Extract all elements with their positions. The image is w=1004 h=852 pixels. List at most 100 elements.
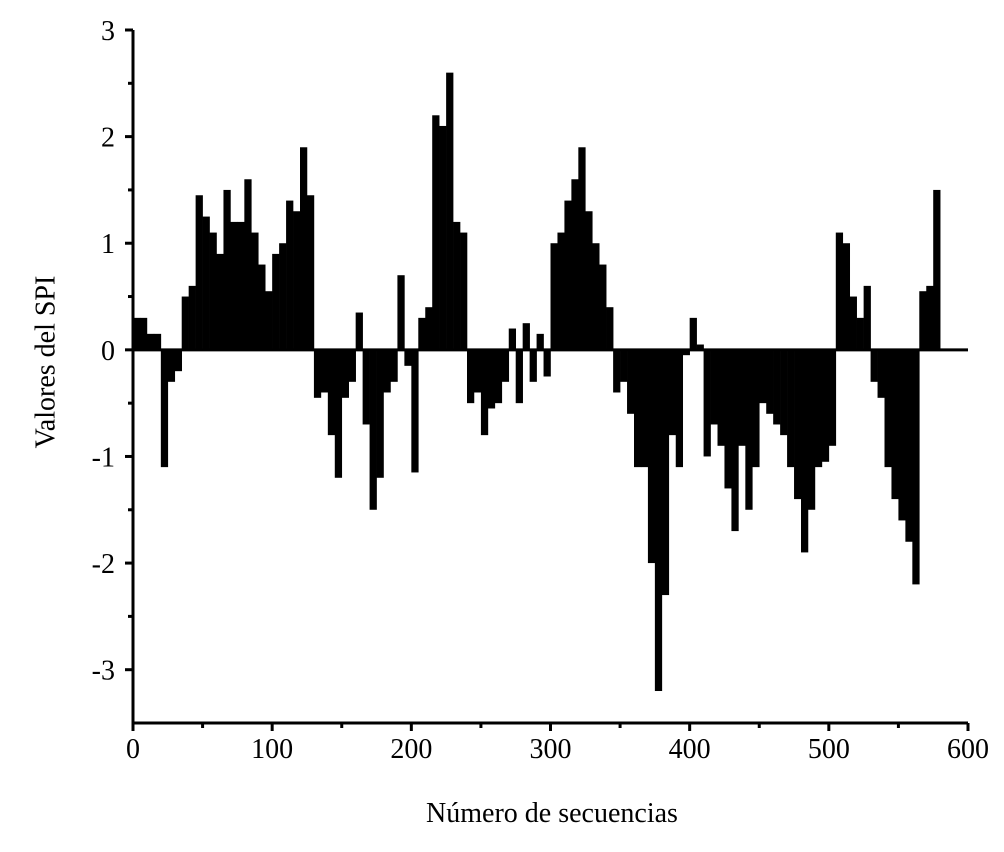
bar — [661, 349, 670, 596]
bar — [828, 349, 837, 446]
bar — [801, 349, 809, 553]
bar — [884, 349, 892, 468]
bar — [334, 349, 343, 478]
bar — [494, 349, 503, 404]
y-tick-label: 0 — [101, 336, 115, 367]
bar — [223, 189, 231, 350]
bar — [787, 349, 795, 468]
bar — [188, 285, 196, 350]
bar — [293, 211, 301, 350]
bar — [404, 349, 412, 366]
bar — [202, 216, 210, 350]
bar — [654, 349, 663, 692]
bar — [807, 349, 816, 510]
bar — [480, 349, 489, 436]
bar — [327, 349, 336, 436]
bar — [418, 317, 426, 350]
bar — [383, 349, 391, 393]
bar — [390, 349, 398, 382]
bar — [272, 253, 280, 350]
bar — [766, 349, 774, 414]
bar — [362, 349, 370, 425]
bar — [912, 349, 920, 585]
bar — [153, 333, 162, 350]
bar — [780, 349, 788, 436]
bar — [146, 333, 155, 350]
bar — [870, 349, 878, 382]
bar — [627, 349, 635, 414]
bar — [251, 232, 259, 350]
bar — [592, 243, 600, 350]
x-tick-label: 400 — [669, 734, 711, 765]
bar — [849, 296, 857, 350]
bar — [376, 349, 384, 478]
bar — [425, 307, 433, 350]
bar — [557, 232, 565, 350]
bar — [745, 349, 753, 510]
bar — [139, 317, 148, 350]
x-tick-label: 100 — [251, 734, 293, 765]
bar — [522, 323, 530, 350]
bar — [515, 349, 523, 404]
bar — [487, 349, 496, 409]
bar — [724, 349, 732, 489]
bar — [926, 285, 934, 350]
bar — [265, 291, 273, 350]
bar — [794, 349, 802, 500]
bar — [473, 349, 482, 393]
bar — [668, 349, 677, 436]
bar — [891, 349, 899, 500]
bar — [453, 221, 461, 350]
bar — [313, 349, 322, 398]
bar — [814, 349, 823, 468]
y-tick-label: 1 — [101, 229, 115, 260]
bar — [710, 349, 718, 425]
bar — [689, 317, 697, 350]
bar — [230, 221, 238, 350]
bar — [703, 349, 711, 457]
bar — [877, 349, 885, 398]
bar — [432, 115, 440, 350]
bar — [585, 211, 593, 350]
y-tick-label: -2 — [92, 549, 115, 580]
bar — [279, 243, 287, 350]
bar — [460, 232, 468, 350]
bar — [647, 349, 656, 564]
bar — [842, 243, 851, 350]
y-tick-label: -3 — [92, 656, 115, 687]
x-tick-label: 200 — [390, 734, 432, 765]
bar — [369, 349, 377, 510]
bar — [355, 312, 363, 350]
bar — [501, 349, 510, 382]
bar — [286, 200, 294, 350]
y-tick-label: 3 — [101, 16, 115, 47]
bar — [167, 349, 176, 382]
y-tick-label: 2 — [101, 123, 115, 154]
bar — [174, 349, 183, 372]
bar — [821, 349, 830, 462]
bar — [773, 349, 781, 425]
bar — [181, 296, 189, 350]
bar — [237, 221, 245, 350]
bar — [508, 328, 517, 350]
bar — [446, 72, 454, 350]
bar — [397, 275, 405, 350]
bar — [300, 147, 308, 350]
bar — [536, 333, 544, 350]
bar — [209, 232, 217, 350]
bar — [571, 179, 579, 350]
bar — [696, 344, 704, 350]
bar — [578, 147, 586, 350]
bar — [613, 349, 621, 393]
bar — [244, 179, 252, 350]
x-tick-label: 500 — [808, 734, 850, 765]
bar — [341, 349, 350, 398]
bar — [835, 232, 844, 350]
bar — [348, 349, 356, 382]
x-tick-label: 600 — [947, 734, 989, 765]
bar — [467, 349, 475, 404]
bar — [411, 349, 419, 473]
bar — [898, 349, 906, 521]
bar — [133, 317, 141, 350]
